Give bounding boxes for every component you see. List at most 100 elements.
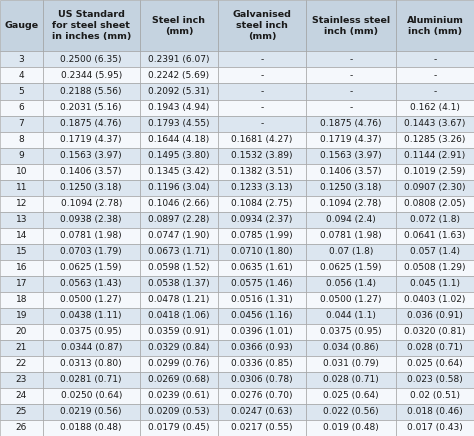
Text: 0.0625 (1.59): 0.0625 (1.59) xyxy=(61,263,122,272)
Text: 0.0456 (1.16): 0.0456 (1.16) xyxy=(231,311,292,320)
Bar xyxy=(140,84,218,99)
Text: Stainless steel
inch (mm): Stainless steel inch (mm) xyxy=(312,16,390,36)
Bar xyxy=(43,308,140,324)
Text: 0.1875 (4.76): 0.1875 (4.76) xyxy=(320,119,382,128)
Text: 0.2188 (5.56): 0.2188 (5.56) xyxy=(61,87,122,96)
Text: 0.057 (1.4): 0.057 (1.4) xyxy=(410,247,460,256)
Bar xyxy=(43,276,140,292)
Text: 0.0396 (1.01): 0.0396 (1.01) xyxy=(231,327,293,336)
Text: 14: 14 xyxy=(16,231,27,240)
Bar xyxy=(140,196,218,212)
Bar xyxy=(0,356,43,372)
Text: 21: 21 xyxy=(16,344,27,352)
Text: 0.0781 (1.98): 0.0781 (1.98) xyxy=(320,231,382,240)
Bar xyxy=(0,308,43,324)
Text: 0.0747 (1.90): 0.0747 (1.90) xyxy=(148,231,210,240)
Bar xyxy=(0,180,43,196)
Text: 7: 7 xyxy=(18,119,24,128)
Text: 0.0478 (1.21): 0.0478 (1.21) xyxy=(148,295,210,304)
Text: 0.045 (1.1): 0.045 (1.1) xyxy=(410,279,460,288)
Text: 0.1233 (3.13): 0.1233 (3.13) xyxy=(231,183,292,192)
Text: 4: 4 xyxy=(18,71,24,80)
Bar xyxy=(0,212,43,228)
Text: 0.0217 (0.55): 0.0217 (0.55) xyxy=(231,423,292,433)
Bar xyxy=(396,388,474,404)
Bar xyxy=(140,372,218,388)
Bar xyxy=(396,116,474,132)
Text: 0.0239 (0.61): 0.0239 (0.61) xyxy=(148,392,210,400)
Bar xyxy=(0,51,43,68)
Bar xyxy=(396,260,474,276)
Text: 16: 16 xyxy=(16,263,27,272)
Bar xyxy=(396,244,474,260)
Text: 0.018 (0.46): 0.018 (0.46) xyxy=(407,408,463,416)
Text: 3: 3 xyxy=(18,55,24,64)
Text: 0.1094 (2.78): 0.1094 (2.78) xyxy=(320,199,382,208)
Text: 0.162 (4.1): 0.162 (4.1) xyxy=(410,103,460,112)
Text: 0.02 (0.51): 0.02 (0.51) xyxy=(410,392,460,400)
Text: 0.094 (2.4): 0.094 (2.4) xyxy=(326,215,375,224)
Text: 0.1144 (2.91): 0.1144 (2.91) xyxy=(404,151,465,160)
Bar xyxy=(0,164,43,180)
Text: 0.072 (1.8): 0.072 (1.8) xyxy=(410,215,460,224)
Bar xyxy=(140,99,218,116)
Bar xyxy=(218,212,306,228)
Text: 0.1406 (3.57): 0.1406 (3.57) xyxy=(320,167,382,176)
Text: 0.0247 (0.63): 0.0247 (0.63) xyxy=(231,408,292,416)
Bar xyxy=(140,292,218,308)
Bar xyxy=(43,420,140,436)
Bar xyxy=(140,356,218,372)
Text: 9: 9 xyxy=(18,151,24,160)
Bar xyxy=(43,0,140,51)
Text: 15: 15 xyxy=(16,247,27,256)
Text: 8: 8 xyxy=(18,135,24,144)
Text: -: - xyxy=(260,87,264,96)
Text: Steel inch
(mm): Steel inch (mm) xyxy=(153,16,205,36)
Text: 0.0625 (1.59): 0.0625 (1.59) xyxy=(320,263,382,272)
Text: 0.1094 (2.78): 0.1094 (2.78) xyxy=(61,199,122,208)
Bar xyxy=(218,180,306,196)
Text: 0.044 (1.1): 0.044 (1.1) xyxy=(326,311,376,320)
Text: 0.1443 (3.67): 0.1443 (3.67) xyxy=(404,119,465,128)
Text: 0.022 (0.56): 0.022 (0.56) xyxy=(323,408,379,416)
Bar xyxy=(43,340,140,356)
Text: 0.023 (0.58): 0.023 (0.58) xyxy=(407,375,463,385)
Bar xyxy=(140,116,218,132)
Text: 0.0403 (1.02): 0.0403 (1.02) xyxy=(404,295,465,304)
Text: 0.036 (0.91): 0.036 (0.91) xyxy=(407,311,463,320)
Text: 0.019 (0.48): 0.019 (0.48) xyxy=(323,423,379,433)
Text: 25: 25 xyxy=(16,408,27,416)
Bar xyxy=(0,404,43,420)
Bar xyxy=(140,132,218,147)
Text: 0.1250 (3.18): 0.1250 (3.18) xyxy=(320,183,382,192)
Text: 0.1285 (3.26): 0.1285 (3.26) xyxy=(404,135,465,144)
Bar xyxy=(306,340,396,356)
Text: 0.0281 (0.71): 0.0281 (0.71) xyxy=(61,375,122,385)
Text: 0.1793 (4.55): 0.1793 (4.55) xyxy=(148,119,210,128)
Text: 0.0785 (1.99): 0.0785 (1.99) xyxy=(231,231,293,240)
Bar xyxy=(43,404,140,420)
Bar xyxy=(140,276,218,292)
Bar xyxy=(218,340,306,356)
Bar xyxy=(0,388,43,404)
Text: 0.0516 (1.31): 0.0516 (1.31) xyxy=(231,295,293,304)
Bar xyxy=(396,420,474,436)
Bar xyxy=(218,308,306,324)
Bar xyxy=(43,84,140,99)
Bar xyxy=(218,420,306,436)
Bar xyxy=(396,228,474,244)
Text: 0.2391 (6.07): 0.2391 (6.07) xyxy=(148,55,210,64)
Bar xyxy=(140,164,218,180)
Bar xyxy=(396,212,474,228)
Bar xyxy=(0,372,43,388)
Text: 0.1943 (4.94): 0.1943 (4.94) xyxy=(148,103,210,112)
Bar xyxy=(306,356,396,372)
Text: 0.034 (0.86): 0.034 (0.86) xyxy=(323,344,379,352)
Text: Aluminium
inch (mm): Aluminium inch (mm) xyxy=(407,16,463,36)
Text: 0.0306 (0.78): 0.0306 (0.78) xyxy=(231,375,293,385)
Bar xyxy=(140,260,218,276)
Text: -: - xyxy=(260,55,264,64)
Bar xyxy=(43,116,140,132)
Bar xyxy=(306,68,396,84)
Bar xyxy=(396,0,474,51)
